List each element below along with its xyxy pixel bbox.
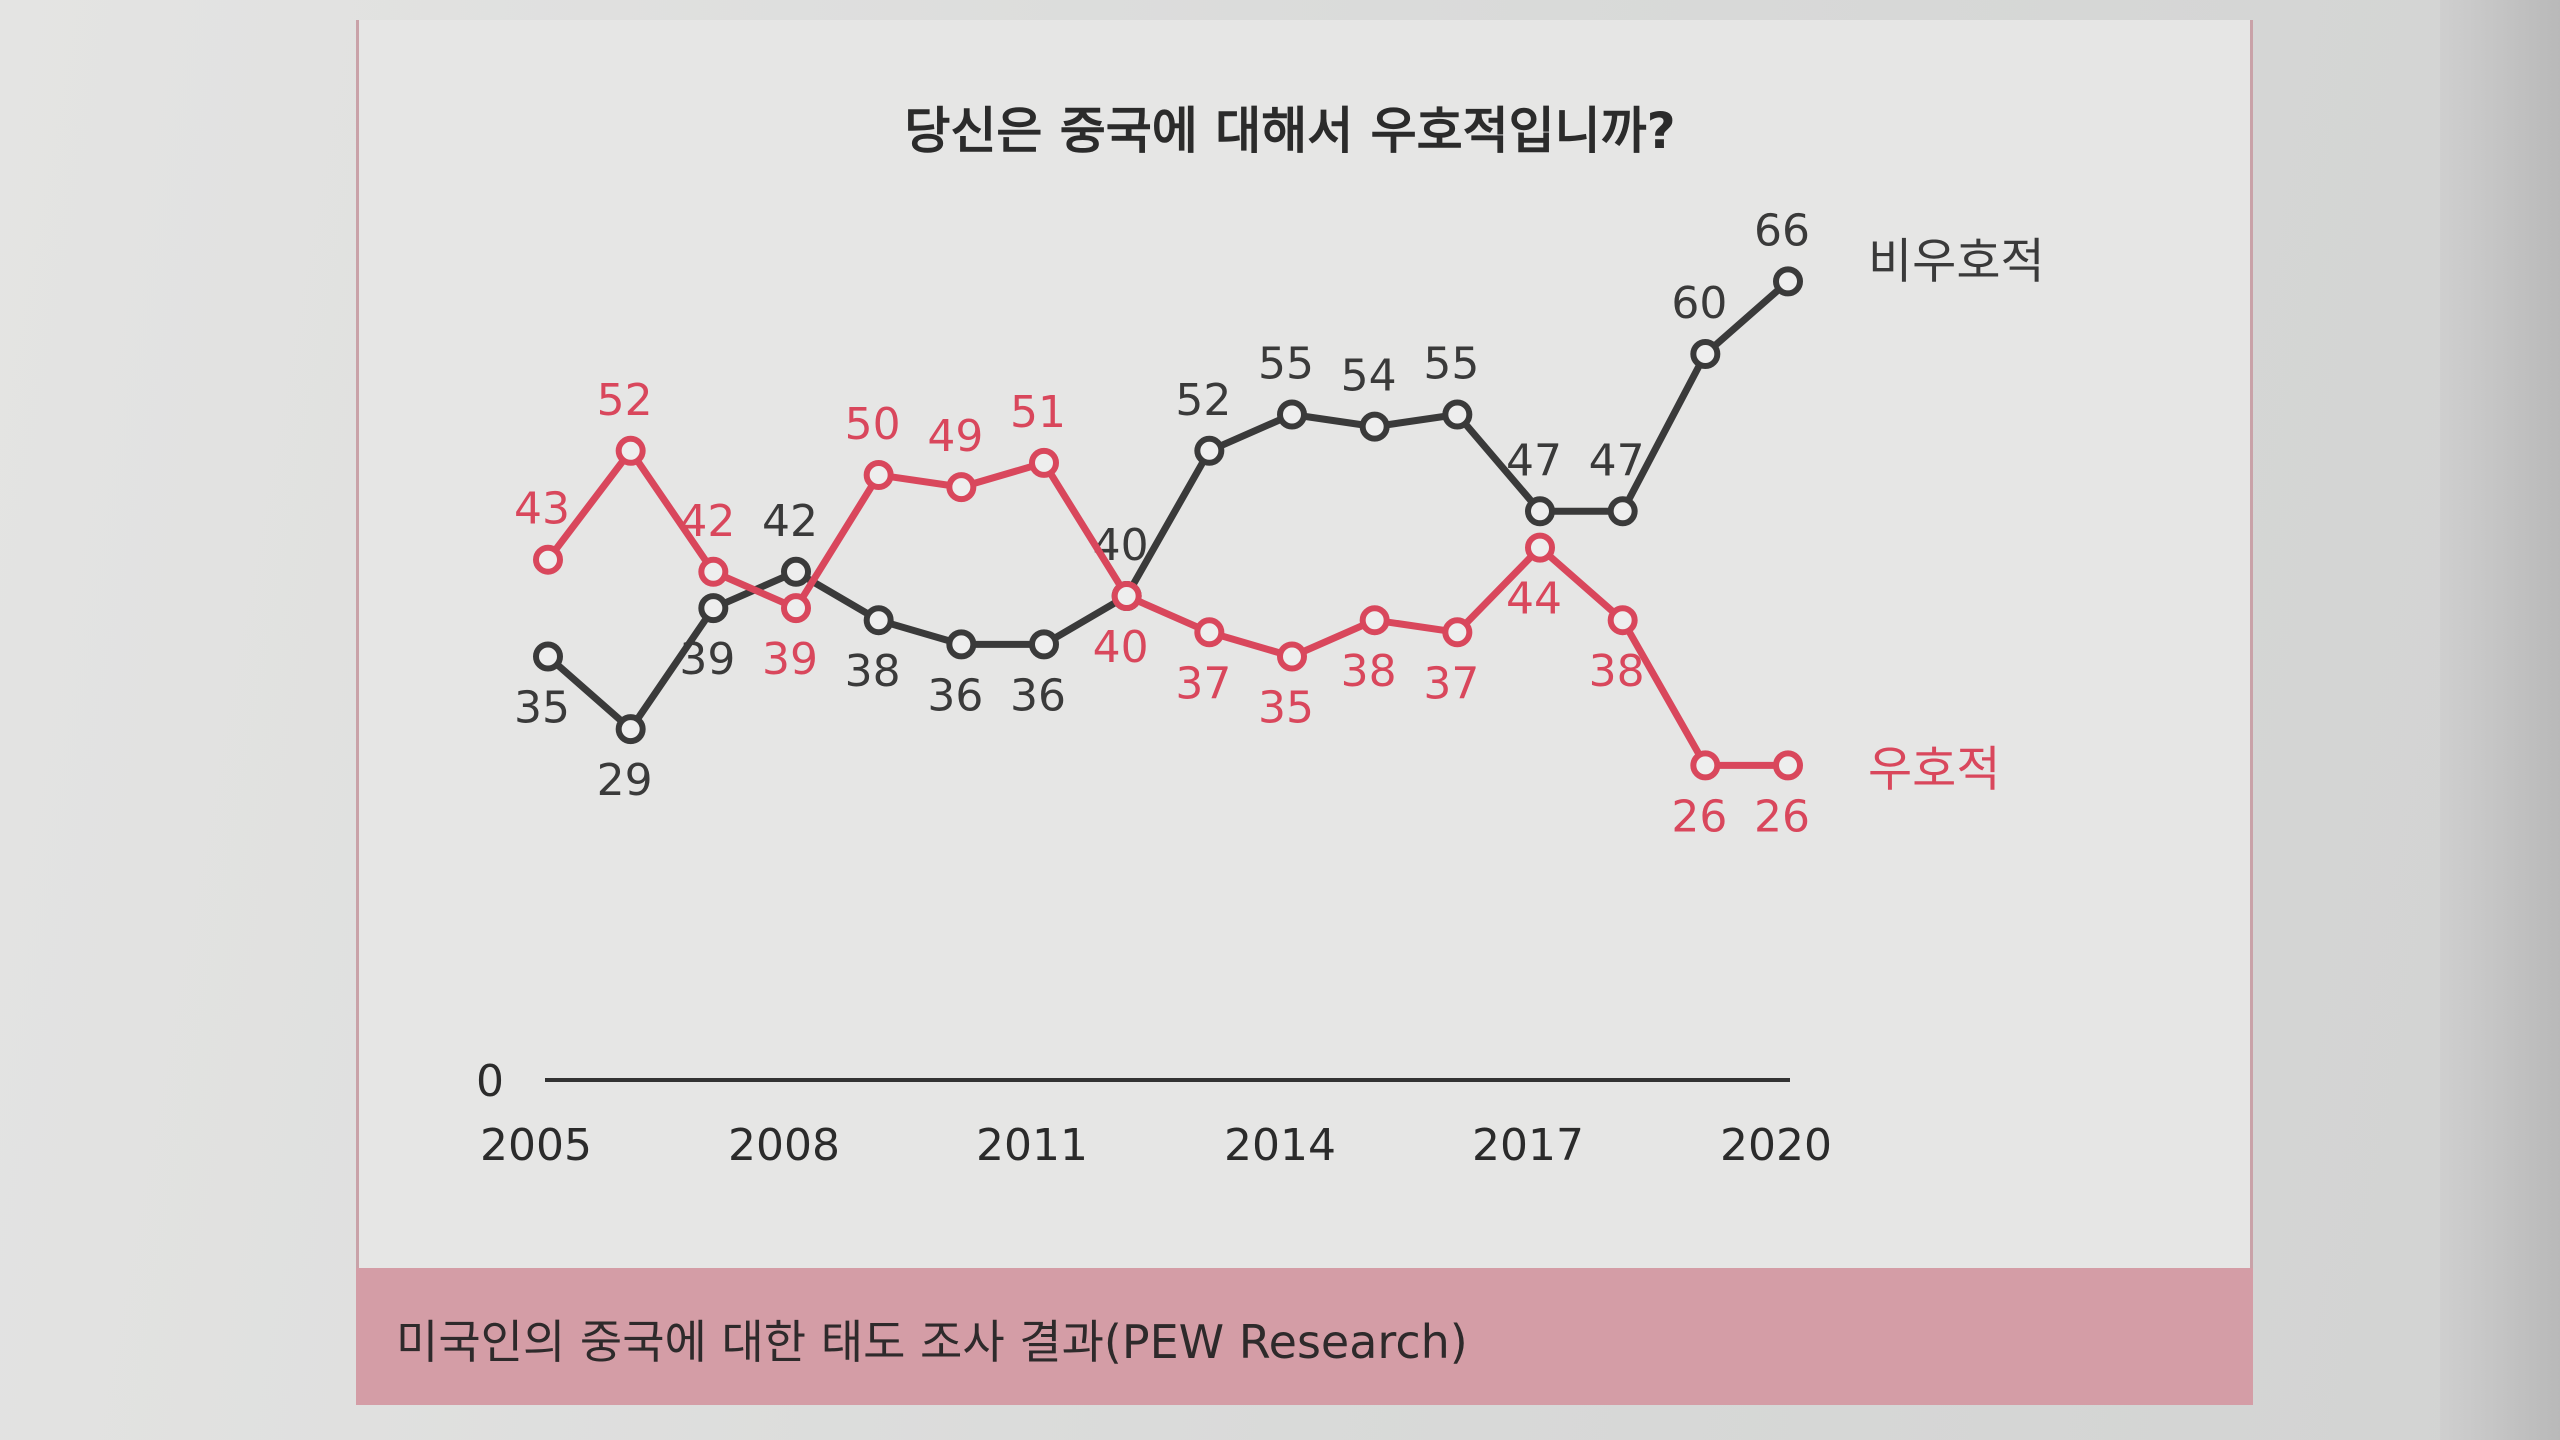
data-label: 36 [1010,670,1066,721]
y-axis-zero-label: 0 [476,1056,504,1107]
data-label: 54 [1341,351,1397,402]
data-point [1607,605,1638,636]
data-label: 47 [1506,435,1562,486]
data-point [863,460,894,490]
data-point [1277,641,1307,672]
data-label: 37 [1175,658,1231,709]
series-0: 35 29 39 42 38 36 36 40 52 55 54 55 47 47 60 66 비우호적 [514,205,2045,806]
data-label: 52 [1175,375,1231,426]
data-label: 26 [1754,791,1810,842]
x-tick-label: 2017 [1472,1120,1584,1171]
chart-title: 당신은 중국에 대해서 우호적입니까? [904,102,1675,160]
data-label: 42 [762,496,818,547]
data-point [698,593,729,624]
x-tick-label: 2020 [1720,1120,1832,1171]
data-point [1359,605,1390,636]
series-line [545,447,1788,769]
data-point [1442,617,1473,648]
data-point [615,435,646,466]
data-point [1029,447,1059,478]
series-name-label: 비우호적 [1868,233,2045,289]
data-point [781,556,811,587]
data-point [1690,339,1721,369]
data-point [533,544,563,575]
data-label: 50 [845,399,901,450]
data-point [946,629,977,660]
x-tick-label: 2014 [1224,1120,1336,1171]
data-label: 39 [762,634,818,685]
data-label: 39 [679,634,735,685]
data-label: 42 [679,496,735,547]
data-label: 38 [1589,646,1645,697]
figure-caption: 미국인의 중국에 대한 태도 조사 결과(PEW Research) [396,1315,1468,1369]
data-label: 36 [927,670,983,721]
figure-box [356,20,2253,1405]
data-label: 35 [1258,683,1314,734]
data-label: 29 [597,755,653,806]
series-1: 43 52 42 39 50 49 51 40 37 35 38 37 44 38 26 26 우호적 [514,375,2000,843]
data-point [698,556,729,587]
data-point [863,605,894,636]
page-edge-shadow [2440,0,2560,1440]
data-label: 35 [514,683,570,734]
data-point [533,641,563,672]
data-label: 44 [1506,574,1562,625]
data-label: 38 [1341,646,1397,697]
data-label: 51 [1010,387,1066,438]
data-point [615,714,646,745]
data-point [946,472,977,503]
data-label: 60 [1671,278,1727,329]
data-label: 26 [1671,791,1727,842]
x-axis-ticks: 2005 2008 2011 2014 2017 2020 [480,1120,1832,1171]
data-point [1607,496,1638,527]
data-label: 37 [1423,658,1479,709]
data-label: 38 [845,646,901,697]
data-point [1773,750,1803,781]
data-point [1690,750,1721,781]
data-label: 40 [1093,520,1149,571]
x-tick-label: 2008 [728,1120,840,1171]
data-label: 55 [1258,339,1314,390]
caption-bar [356,1268,2253,1405]
data-label: 66 [1754,205,1810,256]
data-point [1029,629,1059,660]
data-point [781,593,811,624]
data-label: 47 [1589,435,1645,486]
data-point [1525,496,1555,527]
data-point [1773,266,1803,297]
x-tick-label: 2005 [480,1120,592,1171]
data-point [1194,435,1225,466]
data-point [1277,399,1307,430]
data-point [1525,532,1555,563]
data-label: 40 [1093,622,1149,673]
data-label: 49 [927,411,983,462]
x-tick-label: 2011 [976,1120,1088,1171]
data-label: 43 [514,484,570,535]
data-point [1194,617,1225,648]
series-name-label: 우호적 [1868,741,2000,797]
data-label: 52 [597,375,653,426]
data-point [1442,399,1473,430]
data-point [1359,411,1390,442]
series-layer: 35 29 39 42 38 36 36 40 52 55 54 55 47 47 60 66 비우호적 43 52… [514,205,2045,842]
data-label: 55 [1423,339,1479,390]
data-point [1111,581,1142,611]
